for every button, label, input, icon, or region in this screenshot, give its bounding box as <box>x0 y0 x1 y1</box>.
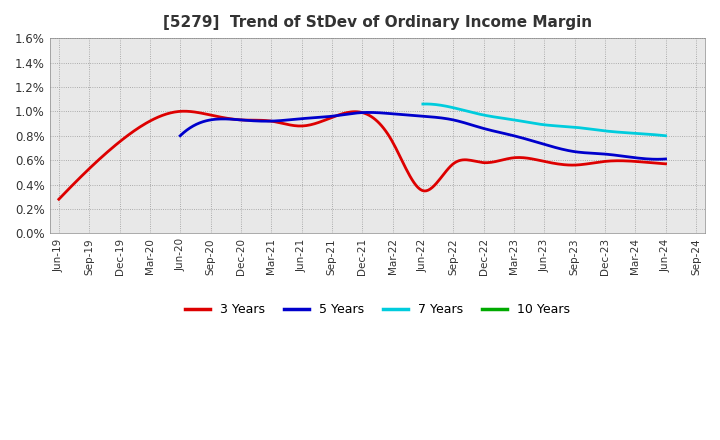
5 Years <box>587 150 595 156</box>
3 Years <box>428 185 436 190</box>
7 Years <box>564 124 572 129</box>
5 Years <box>653 157 662 162</box>
7 Years <box>419 101 428 106</box>
7 Years <box>421 101 430 106</box>
7 Years <box>568 125 577 130</box>
3 Years <box>57 194 66 200</box>
3 Years <box>606 158 615 164</box>
Line: 3 Years: 3 Years <box>59 111 665 199</box>
3 Years <box>661 161 670 166</box>
Title: [5279]  Trend of StDev of Ordinary Income Margin: [5279] Trend of StDev of Ordinary Income… <box>163 15 592 30</box>
5 Years <box>474 125 483 130</box>
3 Years <box>180 109 189 114</box>
7 Years <box>418 101 427 106</box>
3 Years <box>415 187 424 192</box>
5 Years <box>364 110 373 115</box>
5 Years <box>618 154 626 159</box>
3 Years <box>55 197 63 202</box>
5 Years <box>661 156 670 161</box>
Legend: 3 Years, 5 Years, 7 Years, 10 Years: 3 Years, 5 Years, 7 Years, 10 Years <box>180 298 575 321</box>
Line: 7 Years: 7 Years <box>423 104 665 136</box>
Line: 5 Years: 5 Years <box>180 112 665 159</box>
5 Years <box>467 122 475 127</box>
7 Years <box>661 133 670 139</box>
5 Years <box>176 133 184 139</box>
7 Years <box>639 131 648 136</box>
5 Years <box>178 132 186 137</box>
3 Years <box>568 162 577 168</box>
7 Years <box>624 130 633 136</box>
5 Years <box>465 121 474 127</box>
3 Years <box>418 188 426 193</box>
7 Years <box>563 124 572 129</box>
